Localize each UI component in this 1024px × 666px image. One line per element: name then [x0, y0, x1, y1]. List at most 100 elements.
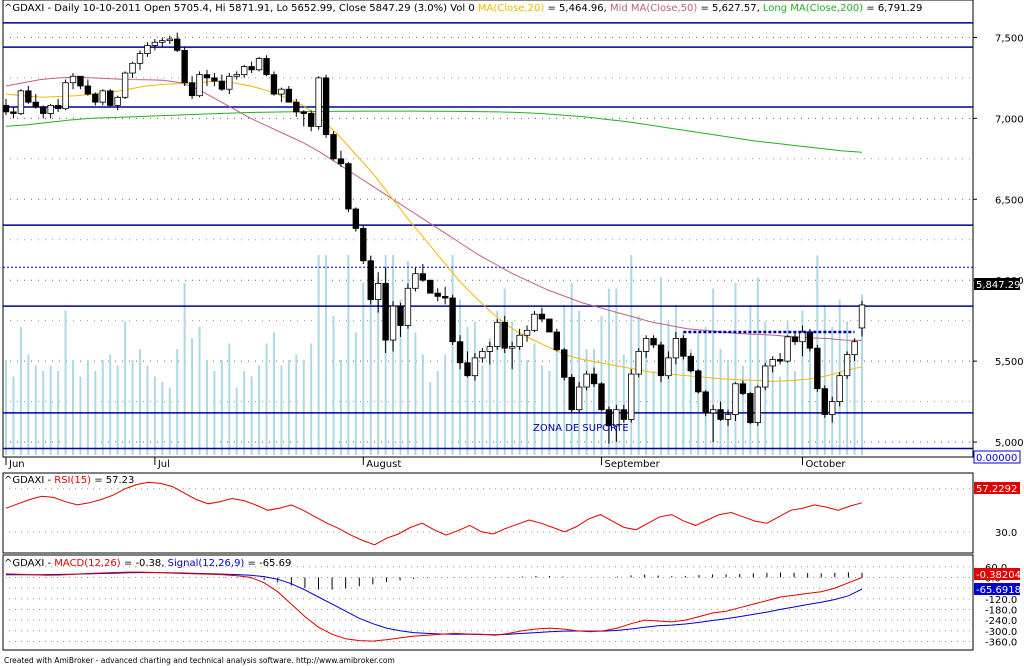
- price-tick-label: 5,000: [995, 438, 1024, 449]
- volume-bar: [347, 255, 350, 455]
- volume-bar: [741, 365, 744, 455]
- candle-body: [129, 62, 136, 74]
- candle-body: [590, 373, 598, 385]
- volume-bar: [771, 360, 774, 455]
- candle-body: [732, 383, 739, 415]
- volume-bar: [392, 255, 395, 455]
- candle-body: [77, 75, 84, 87]
- candle-body: [32, 101, 39, 108]
- horizontal-levels: [3, 22, 973, 450]
- price-badge-bg: [974, 278, 1020, 290]
- candle-body: [508, 346, 516, 349]
- candle-body: [99, 90, 106, 103]
- candle-body: [858, 304, 866, 329]
- candle-body: [784, 336, 791, 362]
- candle-body: [211, 77, 218, 82]
- candle-body: [799, 331, 806, 343]
- moving-averages: [5, 76, 863, 382]
- candle-body: [754, 386, 761, 424]
- candle-body: [144, 45, 151, 55]
- price-tick-label: 5,500: [995, 357, 1024, 368]
- macd-tick-label: -360.0: [985, 637, 1017, 648]
- signal-line: [6, 572, 863, 636]
- volume-bar: [734, 283, 737, 455]
- candle-body: [575, 386, 583, 411]
- volume-bar: [49, 365, 52, 455]
- volume-bar: [727, 360, 730, 455]
- volume-bar: [317, 255, 320, 455]
- macd-line: [5, 571, 863, 642]
- candle-body: [40, 106, 47, 114]
- ma20-line: [5, 80, 863, 382]
- volume-bar: [64, 310, 67, 455]
- support-zone-label: ZONA DE SUPORTE: [533, 423, 629, 434]
- volume-bar: [27, 354, 30, 455]
- rsi-header: ^GDAXI - RSI(15) = 57.23: [4, 475, 134, 486]
- volume-bar: [183, 283, 186, 455]
- volume-bar: [585, 349, 588, 455]
- panel-frames: [2, 0, 974, 651]
- candle-body: [322, 77, 330, 135]
- volume-bar: [71, 360, 74, 455]
- ma200-line: [5, 110, 863, 153]
- price-badge: 5,847.29: [976, 280, 1021, 291]
- candle-body: [546, 318, 553, 333]
- candle-body: [449, 297, 456, 343]
- candle-body: [642, 338, 650, 352]
- volume-bar: [235, 387, 238, 455]
- volume-badge: 0.00000: [976, 453, 1017, 464]
- volume-bar: [846, 321, 849, 455]
- candle-body: [523, 329, 531, 336]
- volume-bar: [124, 321, 127, 455]
- candle-body: [561, 349, 568, 378]
- volume-bar: [808, 338, 811, 455]
- candle-body: [293, 101, 300, 113]
- candle-body: [814, 347, 821, 390]
- volume-bar: [250, 376, 253, 455]
- rsi-panel: 30.0: [3, 481, 1017, 546]
- candle-body: [166, 38, 173, 42]
- volume-bar: [674, 305, 677, 455]
- candle-body: [762, 365, 769, 388]
- candle-body: [174, 38, 181, 51]
- candle-body: [441, 295, 449, 299]
- volume-bar: [362, 283, 365, 455]
- volume-bar: [689, 349, 692, 455]
- candle-body: [821, 388, 828, 415]
- candle-body: [54, 105, 62, 110]
- candle-body: [806, 331, 814, 349]
- candle-body: [717, 409, 724, 420]
- candle-body: [709, 409, 717, 414]
- volume-bar: [667, 321, 670, 455]
- candle-body: [69, 75, 77, 84]
- volume-bar: [131, 360, 134, 455]
- volume-bar: [12, 376, 15, 455]
- candle-body: [628, 373, 635, 420]
- volume-bar: [146, 365, 149, 455]
- volume-bar: [86, 360, 89, 455]
- rsi-panel-frame: [2, 472, 974, 554]
- candle-body: [471, 357, 479, 377]
- macd-tick-label: -240.0: [985, 616, 1017, 627]
- candle-body: [196, 74, 203, 97]
- candle-body: [747, 393, 754, 424]
- volume-bar: [332, 316, 335, 455]
- candle-body: [151, 41, 159, 46]
- volume-bar: [265, 343, 268, 455]
- candle-body: [2, 105, 10, 113]
- volume-bar: [191, 338, 194, 455]
- candle-body: [598, 383, 605, 411]
- volume-bar: [384, 255, 387, 455]
- candle-body: [203, 74, 211, 79]
- candle-body: [419, 273, 427, 281]
- volume-bar: [5, 360, 7, 455]
- macd-panel: 60.00.0-60.0-120.0-180.0-240.0-300.0-360…: [3, 563, 1017, 648]
- candle-body: [263, 58, 270, 76]
- volume-bar: [756, 277, 759, 455]
- volume-bar: [533, 343, 536, 455]
- volume-bar: [354, 332, 357, 455]
- volume-bar: [570, 283, 573, 455]
- volume-bar: [406, 261, 409, 455]
- volume-bar: [79, 376, 82, 455]
